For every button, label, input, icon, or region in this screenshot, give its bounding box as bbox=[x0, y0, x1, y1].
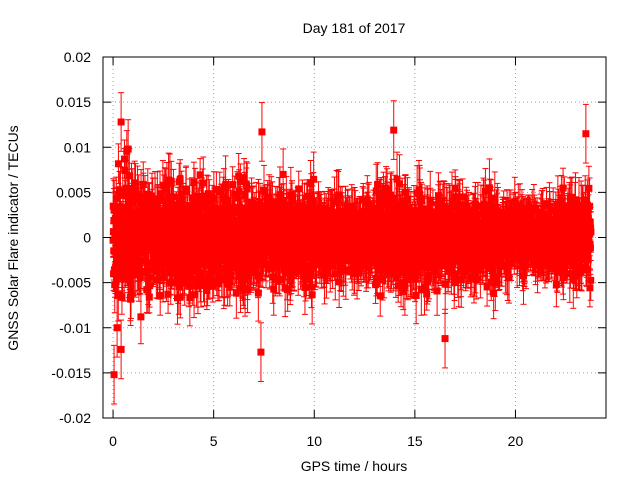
data-point bbox=[137, 289, 145, 345]
point-marker bbox=[156, 291, 164, 299]
point-marker bbox=[125, 221, 133, 229]
point-marker bbox=[114, 291, 122, 299]
point-marker bbox=[186, 239, 194, 247]
point-marker bbox=[145, 243, 153, 251]
point-marker bbox=[128, 197, 136, 205]
point-marker bbox=[144, 190, 152, 198]
point-marker bbox=[190, 178, 198, 186]
point-marker bbox=[137, 240, 145, 248]
point-marker bbox=[254, 289, 262, 297]
point-marker bbox=[146, 273, 154, 281]
point-marker bbox=[181, 279, 189, 287]
point-marker bbox=[138, 268, 146, 276]
point-marker bbox=[191, 193, 199, 201]
point-marker bbox=[189, 261, 197, 269]
point-marker bbox=[153, 196, 161, 204]
point-marker bbox=[162, 214, 170, 222]
data-series bbox=[109, 92, 595, 405]
point-marker bbox=[119, 191, 127, 199]
point-marker bbox=[116, 187, 124, 195]
point-marker bbox=[139, 248, 147, 256]
point-marker bbox=[115, 262, 123, 270]
point-marker bbox=[114, 237, 122, 245]
point-marker bbox=[131, 179, 139, 187]
point-marker bbox=[199, 179, 207, 187]
point-marker bbox=[114, 160, 122, 168]
point-marker bbox=[137, 313, 145, 321]
point-marker bbox=[112, 194, 120, 202]
point-marker bbox=[121, 166, 129, 174]
point-marker bbox=[169, 193, 177, 201]
point-marker bbox=[175, 283, 183, 291]
point-marker bbox=[161, 222, 169, 230]
point-marker bbox=[128, 184, 136, 192]
point-marker bbox=[168, 201, 176, 209]
point-marker bbox=[137, 215, 145, 223]
point-marker bbox=[190, 291, 198, 299]
point-marker bbox=[122, 184, 130, 192]
point-marker bbox=[111, 214, 119, 222]
point-marker bbox=[120, 275, 128, 283]
point-marker bbox=[186, 294, 194, 302]
point-marker bbox=[124, 194, 132, 202]
point-marker bbox=[136, 274, 144, 282]
point-marker bbox=[118, 293, 126, 301]
point-marker bbox=[167, 279, 175, 287]
point-marker bbox=[110, 204, 118, 212]
point-marker bbox=[193, 205, 201, 213]
point-marker bbox=[134, 208, 142, 216]
point-marker bbox=[125, 172, 133, 180]
point-marker bbox=[163, 186, 171, 194]
point-marker bbox=[111, 267, 119, 275]
point-marker bbox=[169, 206, 177, 214]
point-marker bbox=[176, 198, 184, 206]
chart-title: Day 181 of 2017 bbox=[303, 20, 406, 36]
point-marker bbox=[187, 211, 195, 219]
